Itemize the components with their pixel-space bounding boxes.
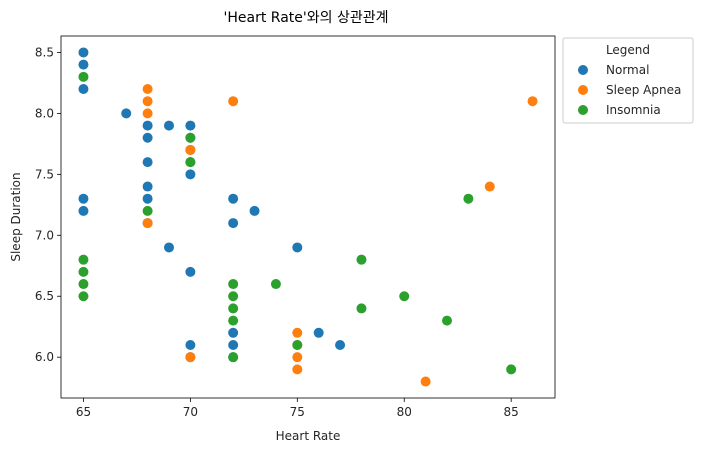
legend-box <box>562 37 694 124</box>
legend-label: Insomnia <box>606 103 661 117</box>
data-point <box>185 352 196 363</box>
data-point <box>142 96 153 107</box>
data-point <box>142 132 153 143</box>
data-point <box>78 59 89 70</box>
y-tick-label: 8.5 <box>35 45 54 59</box>
chart-title: 'Heart Rate'와의 상관관계 <box>224 10 389 26</box>
data-point <box>78 279 89 290</box>
x-tick-label: 80 <box>397 405 412 419</box>
legend-marker <box>578 65 588 75</box>
data-point <box>142 120 153 131</box>
data-point <box>228 96 239 107</box>
data-point <box>356 254 367 265</box>
data-point <box>527 96 538 107</box>
data-point <box>78 266 89 277</box>
data-point <box>356 303 367 314</box>
y-tick-label: 7.0 <box>35 228 54 242</box>
data-point <box>228 279 239 290</box>
data-point <box>78 205 89 216</box>
data-point <box>142 157 153 168</box>
x-tick-label: 65 <box>76 405 91 419</box>
y-axis-title: Sleep Duration <box>9 172 23 261</box>
x-axis: 65 70 75 80 85 <box>76 398 519 419</box>
data-point <box>142 218 153 229</box>
data-point <box>292 364 303 375</box>
data-point <box>292 339 303 350</box>
data-point <box>228 218 239 229</box>
legend-label: Normal <box>606 63 649 77</box>
plot-area <box>60 35 556 399</box>
data-point <box>185 339 196 350</box>
data-point <box>292 352 303 363</box>
data-point <box>228 291 239 302</box>
x-tick-label: 75 <box>290 405 305 419</box>
legend-label: Sleep Apnea <box>606 83 681 97</box>
data-point <box>420 376 431 387</box>
data-point <box>78 254 89 265</box>
data-point <box>442 315 453 326</box>
x-axis-title: Heart Rate <box>276 429 341 443</box>
data-point <box>506 364 517 375</box>
data-point <box>228 303 239 314</box>
data-point <box>228 327 239 338</box>
x-tick-label: 70 <box>183 405 198 419</box>
data-point <box>185 266 196 277</box>
data-point <box>292 242 303 253</box>
data-point <box>185 132 196 143</box>
data-point <box>249 205 260 216</box>
data-point <box>78 71 89 82</box>
legend-marker <box>578 85 588 95</box>
data-point <box>228 193 239 204</box>
data-point <box>78 47 89 58</box>
data-point <box>463 193 474 204</box>
data-point <box>228 315 239 326</box>
data-point <box>78 291 89 302</box>
legend-title: Legend <box>606 43 650 57</box>
data-point <box>163 120 174 131</box>
data-point <box>484 181 495 192</box>
data-point <box>121 108 132 119</box>
data-point <box>292 327 303 338</box>
legend: Legend Normal Sleep Apnea Insomnia <box>562 37 694 124</box>
y-tick-label: 8.0 <box>35 106 54 120</box>
y-tick-label: 6.5 <box>35 289 54 303</box>
data-point <box>78 193 89 204</box>
legend-marker <box>578 105 588 115</box>
y-tick-label: 7.5 <box>35 167 54 181</box>
data-point <box>270 279 281 290</box>
data-point <box>185 169 196 180</box>
data-point <box>185 144 196 155</box>
data-point <box>228 352 239 363</box>
data-point <box>335 339 346 350</box>
data-point <box>142 84 153 95</box>
legend-items: Normal Sleep Apnea Insomnia <box>578 63 681 117</box>
data-point <box>142 205 153 216</box>
x-tick-label: 85 <box>504 405 519 419</box>
data-point <box>399 291 410 302</box>
data-points <box>78 47 538 387</box>
data-point <box>185 157 196 168</box>
data-point <box>142 108 153 119</box>
data-point <box>163 242 174 253</box>
data-point <box>78 84 89 95</box>
data-point <box>313 327 324 338</box>
data-point <box>228 339 239 350</box>
y-axis: 6.0 6.5 7.0 7.5 8.0 8.5 <box>35 45 61 364</box>
data-point <box>142 193 153 204</box>
data-point <box>185 120 196 131</box>
series-insomnia <box>78 71 517 375</box>
data-point <box>142 181 153 192</box>
y-tick-label: 6.0 <box>35 350 54 364</box>
